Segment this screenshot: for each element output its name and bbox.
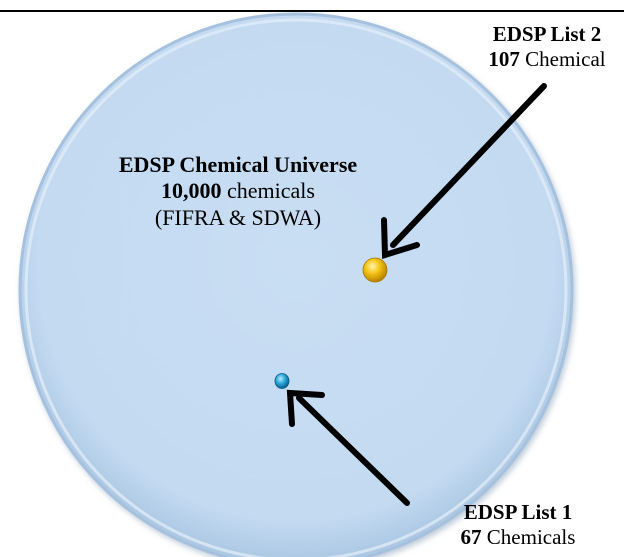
universe-label: EDSP Chemical Universe 10,000 chemicals … bbox=[78, 152, 398, 231]
list2-count: 107 bbox=[488, 47, 520, 72]
list2-arrow bbox=[381, 83, 547, 260]
universe-sources: (FIFRA & SDWA) bbox=[154, 204, 322, 230]
list1-title: EDSP List 1 bbox=[463, 500, 573, 524]
list1-label: EDSP List 1 67 Chemicals bbox=[418, 500, 618, 550]
universe-circle bbox=[18, 12, 574, 557]
list1-count-suffix: Chemicals bbox=[486, 525, 576, 550]
list2-ball bbox=[362, 257, 388, 283]
list1-ball bbox=[274, 373, 290, 389]
universe-title: EDSP Chemical Universe bbox=[118, 152, 358, 177]
list1-count: 67 bbox=[460, 525, 482, 550]
universe-circle-highlight bbox=[24, 18, 568, 557]
list2-title: EDSP List 2 bbox=[492, 22, 602, 46]
list2-count-suffix: Chemical bbox=[525, 47, 606, 72]
list1-arrow bbox=[286, 389, 410, 506]
universe-count: 10,000 bbox=[161, 178, 222, 204]
universe-count-suffix: chemicals bbox=[227, 178, 315, 204]
list2-label: EDSP List 2 107 Chemical bbox=[452, 22, 624, 72]
